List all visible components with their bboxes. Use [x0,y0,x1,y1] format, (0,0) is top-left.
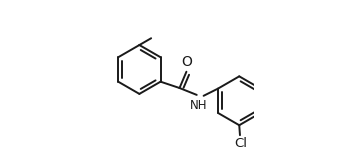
Text: NH: NH [190,98,207,112]
Text: Cl: Cl [234,137,247,150]
Text: O: O [181,55,192,69]
